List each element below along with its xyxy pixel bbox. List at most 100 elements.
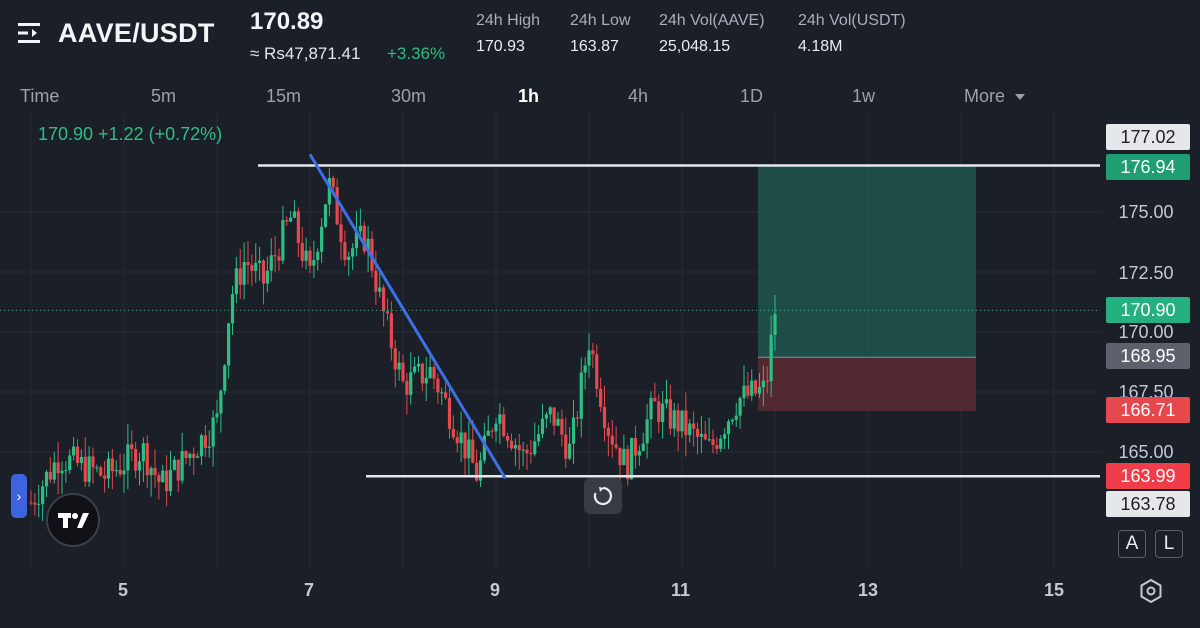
candle-body	[246, 262, 250, 265]
candle-body	[227, 323, 231, 366]
candle-body	[99, 467, 103, 476]
menu-icon[interactable]	[18, 22, 44, 44]
price-chart[interactable]	[0, 112, 1200, 572]
candle-body	[738, 398, 742, 416]
candle-body	[471, 439, 475, 463]
candle-body	[331, 177, 335, 188]
tradingview-logo[interactable]	[46, 493, 100, 547]
candle-body	[72, 446, 76, 456]
candle-body	[765, 380, 769, 382]
collapse-panel-button[interactable]: ›	[11, 474, 27, 518]
candle-body	[637, 450, 641, 456]
reset-chart-button[interactable]	[584, 478, 622, 514]
time-axis-tick: 11	[671, 580, 691, 600]
candle-body	[389, 313, 393, 349]
candle-body	[238, 268, 242, 285]
candle-body	[327, 177, 331, 205]
candle-body	[552, 407, 556, 426]
candle-body	[172, 459, 176, 470]
pair-name[interactable]: AAVE/USDT	[58, 18, 215, 48]
tab-5m[interactable]: 5m	[151, 86, 177, 106]
candle-body	[126, 444, 130, 471]
candle-body	[145, 443, 149, 476]
candle-body	[537, 434, 541, 442]
auto-scale-button[interactable]: A	[1118, 530, 1146, 558]
candle-body	[289, 217, 293, 222]
candle-body	[130, 444, 134, 449]
candle-body	[726, 421, 731, 435]
candle-body	[467, 439, 471, 459]
candle-body	[599, 388, 603, 407]
candle-body	[606, 427, 610, 436]
candle-body	[312, 260, 316, 266]
candle-body	[184, 451, 188, 459]
candle-body	[358, 225, 362, 232]
candle-body	[207, 446, 211, 448]
profit-zone	[758, 165, 976, 358]
settings-icon[interactable]	[1138, 578, 1164, 604]
candle-body	[95, 467, 99, 469]
candle-body	[711, 439, 715, 446]
candle-body	[653, 397, 657, 402]
tab-4h[interactable]: 4h	[628, 86, 649, 106]
candle-body	[428, 366, 432, 378]
candle-body	[451, 428, 455, 438]
candle-body	[161, 470, 165, 483]
time-axis-tick: 9	[490, 580, 501, 600]
candle-body	[137, 461, 142, 471]
tab-1d[interactable]: 1D	[740, 86, 764, 106]
candle-body	[502, 414, 506, 436]
candle-body	[354, 231, 359, 249]
candle-body	[459, 432, 463, 444]
tab-more[interactable]: More	[964, 86, 1026, 107]
candle-body	[436, 378, 440, 393]
candle-body	[60, 470, 64, 474]
candle-body	[684, 410, 688, 436]
stat-label-low: 24h Low	[570, 12, 631, 29]
candle-body	[715, 445, 719, 449]
candle-body	[141, 443, 145, 462]
candle-body	[103, 475, 107, 479]
candle-body	[641, 443, 645, 451]
price-label-support: 163.99	[1106, 463, 1190, 489]
ticker-header: AAVE/USDT 170.89 ≈ Rs47,871.41 +3.36% 24…	[0, 0, 1200, 78]
candle-body	[676, 410, 680, 432]
candle-body	[455, 437, 459, 444]
tab-30m[interactable]: 30m	[391, 86, 427, 106]
candle-body	[320, 226, 324, 252]
candle-body	[723, 434, 727, 439]
candle-body	[37, 503, 41, 505]
candle-body	[215, 413, 219, 418]
candle-body	[180, 451, 184, 481]
fiat-price: ≈ Rs47,871.41	[250, 44, 361, 63]
tab-time[interactable]: Time	[20, 86, 60, 106]
candle-body	[382, 287, 386, 312]
candle-body	[366, 238, 370, 252]
candle-body	[114, 469, 118, 472]
candle-body	[463, 432, 467, 459]
tab-1w[interactable]: 1w	[852, 86, 876, 106]
tab-1h[interactable]: 1h	[518, 86, 540, 106]
candle-body	[657, 401, 661, 423]
candle-body	[192, 453, 196, 458]
candle-body	[168, 469, 173, 492]
candle-body	[568, 443, 572, 459]
candle-body	[509, 440, 514, 449]
candle-body	[525, 449, 529, 454]
candle-body	[688, 423, 692, 436]
candle-body	[48, 471, 52, 480]
candle-body	[506, 435, 510, 441]
candle-body	[591, 350, 595, 355]
candle-body	[56, 462, 60, 474]
candle-body	[602, 406, 607, 428]
candle-body	[323, 204, 328, 227]
price-label-current: 170.90	[1106, 297, 1190, 323]
tab-15m[interactable]: 15m	[266, 86, 302, 106]
candle-body	[316, 251, 320, 261]
candle-body	[409, 372, 413, 395]
price-label-low: 163.78	[1106, 491, 1190, 517]
candle-body	[440, 392, 444, 394]
log-scale-button[interactable]: L	[1155, 530, 1183, 558]
candle-body	[122, 470, 126, 475]
candle-body	[734, 415, 738, 420]
